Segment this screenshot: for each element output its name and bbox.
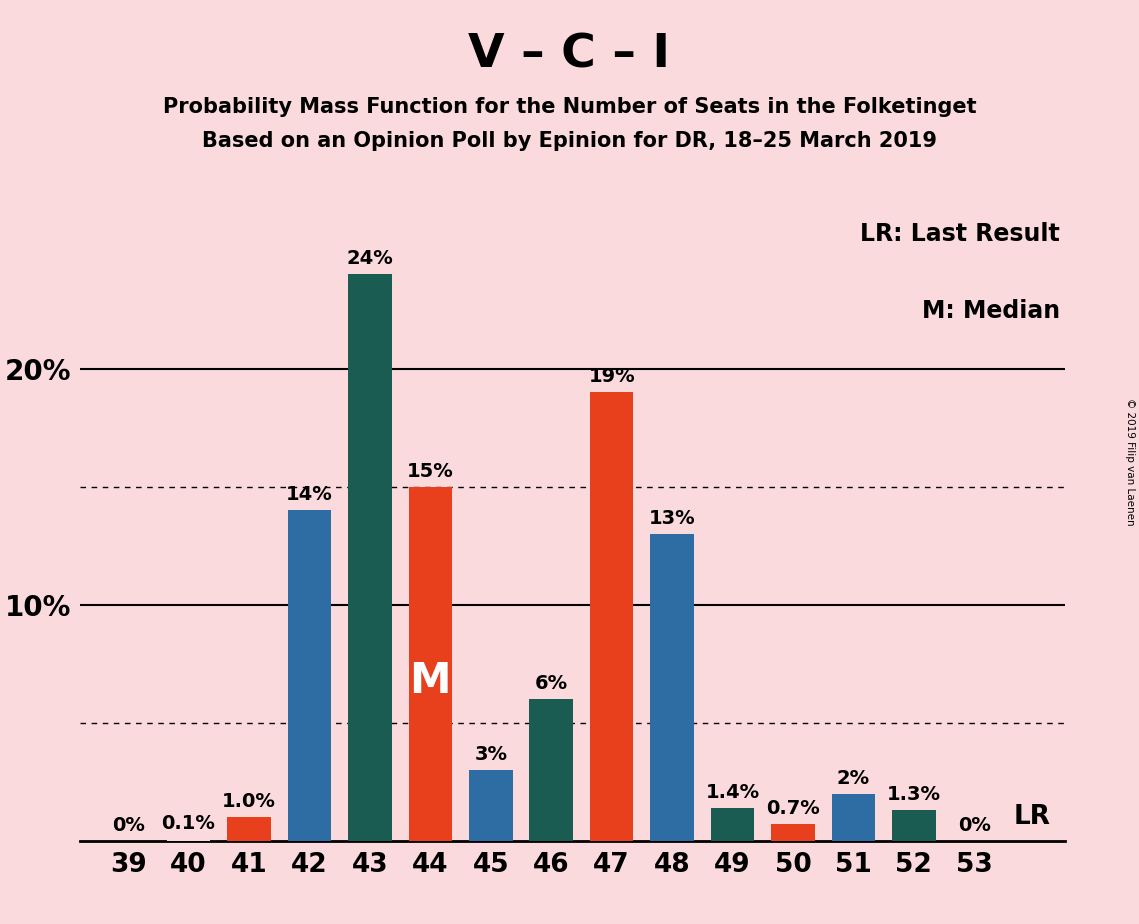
Text: Probability Mass Function for the Number of Seats in the Folketinget: Probability Mass Function for the Number… (163, 97, 976, 117)
Text: 6%: 6% (534, 675, 567, 693)
Text: 19%: 19% (589, 367, 634, 386)
Bar (711, 808, 754, 841)
Text: M: Median: M: Median (921, 299, 1060, 322)
Text: 14%: 14% (286, 485, 333, 505)
Text: LR: LR (1014, 804, 1050, 831)
Bar (166, 838, 211, 841)
Bar (409, 487, 452, 841)
Text: 24%: 24% (346, 249, 393, 268)
Text: 1.0%: 1.0% (222, 792, 276, 811)
Text: 0%: 0% (112, 816, 145, 835)
Text: Based on an Opinion Poll by Epinion for DR, 18–25 March 2019: Based on an Opinion Poll by Epinion for … (202, 131, 937, 152)
Text: 0.1%: 0.1% (162, 813, 215, 833)
Bar (590, 392, 633, 841)
Text: © 2019 Filip van Laenen: © 2019 Filip van Laenen (1125, 398, 1134, 526)
Text: M: M (410, 661, 451, 702)
Text: 13%: 13% (649, 509, 696, 528)
Text: 2%: 2% (837, 769, 870, 787)
Text: 1.3%: 1.3% (887, 785, 941, 804)
Bar (771, 824, 814, 841)
Bar (288, 510, 331, 841)
Text: V – C – I: V – C – I (468, 32, 671, 78)
Text: 0.7%: 0.7% (767, 799, 820, 819)
Text: 3%: 3% (474, 745, 507, 764)
Bar (892, 810, 935, 841)
Bar (349, 274, 392, 841)
Bar (530, 699, 573, 841)
Bar (650, 534, 694, 841)
Text: 1.4%: 1.4% (705, 783, 760, 802)
Text: 0%: 0% (958, 816, 991, 835)
Text: LR: Last Result: LR: Last Result (860, 223, 1060, 247)
Bar (831, 794, 875, 841)
Text: 15%: 15% (407, 462, 453, 480)
Bar (469, 770, 513, 841)
Bar (227, 817, 271, 841)
